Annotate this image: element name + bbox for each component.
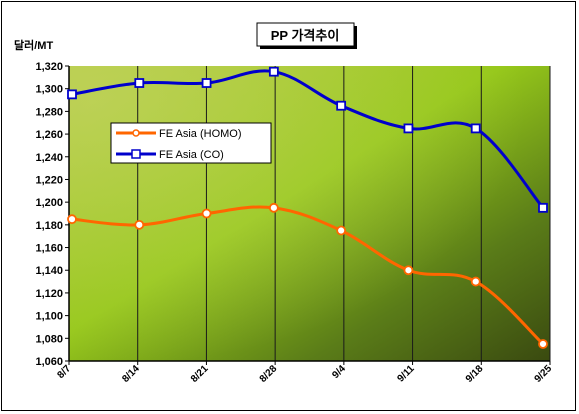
data-point-homo <box>538 339 548 349</box>
x-tick-label: 9/11 <box>396 363 417 384</box>
legend-item-co: FE Asia (CO) <box>116 149 224 161</box>
y-tick-label: 1,220 <box>35 174 63 186</box>
data-point-co <box>67 89 77 100</box>
data-point-homo <box>470 276 481 287</box>
x-tick-label: 9/18 <box>464 363 486 385</box>
y-axis-unit-label: 달러/MT <box>14 38 53 52</box>
data-point-homo <box>403 265 414 276</box>
y-tick-label: 1,320 <box>35 61 63 73</box>
x-tick-label: 9/4 <box>330 363 348 381</box>
y-tick-label: 1,100 <box>35 311 63 323</box>
legend-label-co: FE Asia (CO) <box>159 149 224 161</box>
chart-title-box: PP 가격추이 <box>256 22 357 49</box>
x-tick-label: 8/28 <box>258 363 280 385</box>
x-tick-label: 8/14 <box>120 363 142 385</box>
data-point-co <box>201 78 212 88</box>
data-point-homo <box>67 214 77 225</box>
legend-label-homo: FE Asia (HOMO) <box>159 128 242 140</box>
y-tick-label: 1,280 <box>35 106 63 118</box>
data-point-co <box>336 100 347 111</box>
y-tick-label: 1,120 <box>35 288 63 300</box>
y-tick-label: 1,200 <box>35 197 63 209</box>
y-tick-label: 1,140 <box>35 265 63 277</box>
y-tick-label: 1,080 <box>35 333 63 345</box>
chart-title: PP 가격추이 <box>271 28 340 43</box>
y-tick-label: 1,180 <box>35 220 63 232</box>
data-point-homo <box>268 202 279 213</box>
y-tick-label: 1,160 <box>35 243 63 255</box>
y-tick-label: 1,300 <box>35 84 63 96</box>
data-point-co <box>134 78 145 88</box>
data-point-homo <box>201 208 212 219</box>
data-point-homo <box>134 219 145 230</box>
plot-area-highlight <box>69 66 550 361</box>
data-point-co <box>403 123 414 134</box>
data-point-homo <box>336 225 347 236</box>
y-tick-label: 1,260 <box>35 129 63 141</box>
data-point-co <box>538 202 548 213</box>
x-tick-label: 8/21 <box>189 363 211 385</box>
legend: FE Asia (HOMO) FE Asia (CO) <box>110 122 272 164</box>
data-point-co <box>470 123 481 134</box>
y-tick-label: 1,240 <box>35 152 63 164</box>
legend-item-homo: FE Asia (HOMO) <box>116 128 242 140</box>
data-point-co <box>268 66 279 77</box>
x-tick-label: 9/25 <box>533 363 555 385</box>
y-tick-label: 1,060 <box>35 356 63 368</box>
